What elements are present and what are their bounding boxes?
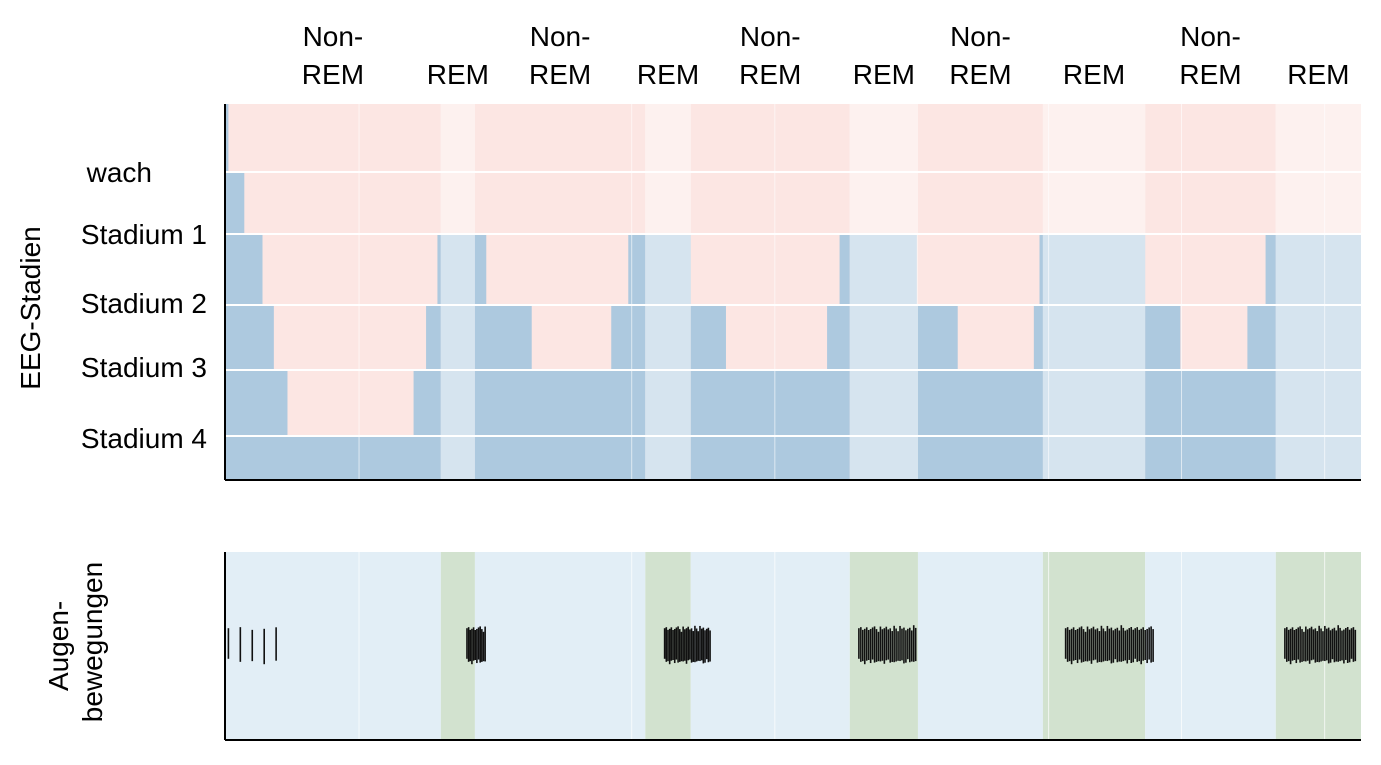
eye-movement-burst-5 [1064, 625, 1154, 665]
hypnogram-panel [224, 104, 1361, 481]
y-axis-title: EEG-Stadien [15, 226, 46, 389]
stage-label-5: Stadium 4 [81, 423, 207, 454]
eye-band-7 [917, 552, 1043, 740]
stage-label-3: Stadium 2 [81, 288, 207, 319]
eye-movement-burst-2 [466, 626, 486, 665]
stage-labels: wach Stadium 1 Stadium 2 Stadium 3 Stadium 4 [81, 157, 207, 454]
eye-band-1 [225, 552, 441, 740]
phase-label-10: REM [1287, 59, 1349, 90]
phase-label-8: REM [1063, 59, 1125, 90]
eye-movement-burst-6 [1284, 625, 1357, 665]
eye-movement-burst-4 [858, 625, 917, 665]
phase-label-9: Non-REM [1179, 21, 1241, 90]
eye-band-3 [474, 552, 646, 740]
phase-label-1: Non-REM [302, 21, 364, 90]
stage-label-2: Stadium 1 [81, 219, 207, 250]
phase-label-2: REM [427, 59, 489, 90]
phase-label-4: REM [637, 59, 699, 90]
phase-label-7: Non-REM [949, 21, 1011, 90]
eye-movement-axis-title: Augen- bewegungen [43, 562, 108, 722]
stage-label-4: Stadium 3 [81, 352, 207, 383]
eye-movement-burst-1 [227, 627, 277, 665]
phase-label-3: Non-REM [529, 21, 591, 90]
eye-movement-panel [224, 552, 1361, 741]
phase-label-6: REM [853, 59, 915, 90]
eye-movement-burst-3 [663, 625, 711, 665]
eye-movement-title-line-2: bewegungen [77, 562, 108, 722]
eye-movement-title-line-1: Augen- [43, 601, 74, 691]
eye-band-5 [690, 552, 850, 740]
phase-labels: Non-REM REM Non-REM REM Non-REM REM Non-REM REM… [302, 21, 1350, 90]
phase-label-5: Non-REM [739, 21, 801, 90]
eye-band-9 [1145, 552, 1276, 740]
stage-label-1: wach [86, 157, 152, 188]
